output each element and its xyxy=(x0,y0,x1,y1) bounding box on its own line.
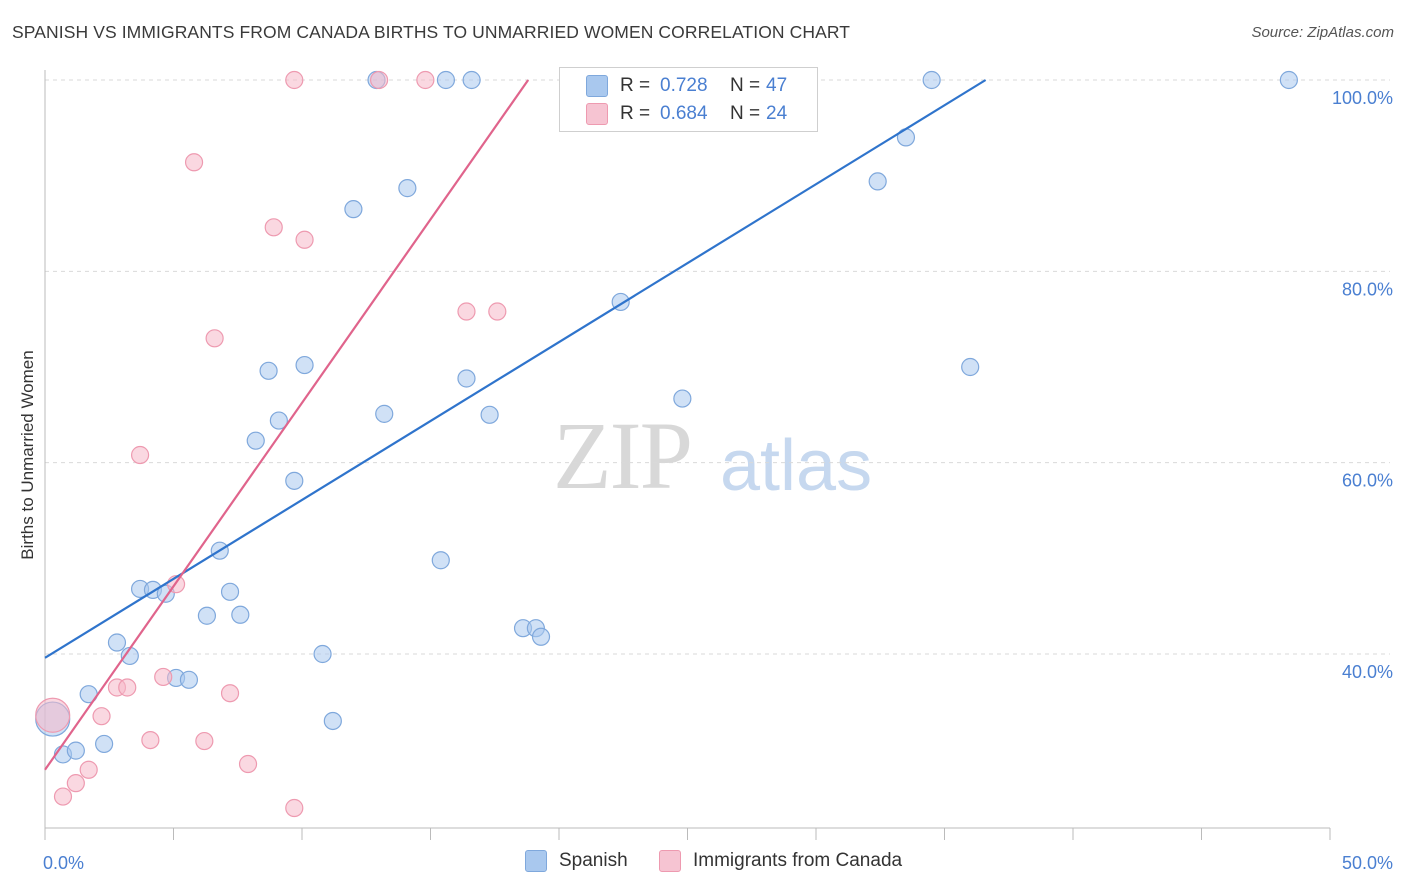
legend-n-label: N = xyxy=(730,75,761,96)
spanish-point xyxy=(398,179,417,198)
spanish-legend-icon xyxy=(525,850,547,872)
spanish-point xyxy=(673,389,692,408)
series-legend: Spanish Immigrants from Canada xyxy=(0,850,1406,880)
spanish-point xyxy=(323,711,342,731)
spanish-point xyxy=(431,551,450,570)
canada-point xyxy=(220,684,240,703)
canada-point xyxy=(488,302,507,321)
canada-point xyxy=(184,153,204,172)
legend-label-spanish: Spanish xyxy=(559,850,628,871)
legend-n-label: N = xyxy=(730,103,761,124)
spanish-point xyxy=(95,734,114,754)
spanish-point xyxy=(922,70,941,90)
canada-point xyxy=(285,70,304,90)
spanish-point xyxy=(480,405,499,424)
legend-r-value: 0.684 xyxy=(660,103,708,124)
canada-swatch-icon xyxy=(586,103,608,125)
spanish-point xyxy=(246,431,265,450)
spanish-point xyxy=(295,355,314,375)
canada-point xyxy=(205,329,224,348)
legend-n-value: 24 xyxy=(766,103,788,124)
legend-row-canada: R = 0.684 N = 24 xyxy=(586,100,788,128)
watermark-atlas: atlas xyxy=(720,426,873,506)
y-tick-label: 100.0% xyxy=(1332,88,1393,108)
spanish-point xyxy=(107,633,127,652)
canada-point xyxy=(141,730,160,750)
spanish-point xyxy=(259,361,278,380)
spanish-point xyxy=(231,605,250,624)
spanish-point xyxy=(961,357,980,377)
canada-point xyxy=(66,774,85,793)
y-tick-label: 60.0% xyxy=(1342,471,1393,491)
legend-row-spanish: R = 0.728 N = 47 xyxy=(586,72,788,100)
grid-layer xyxy=(45,79,1390,655)
canada-point-large xyxy=(35,697,71,733)
canada-point xyxy=(264,218,283,237)
spanish-point xyxy=(269,411,288,430)
legend-r-value: 0.728 xyxy=(660,75,708,96)
legend-item-canada[interactable]: Immigrants from Canada xyxy=(659,850,902,872)
legend-item-spanish[interactable]: Spanish xyxy=(525,850,628,872)
canada-trend-line xyxy=(44,79,530,771)
trend-layer xyxy=(44,79,987,771)
legend-label-canada: Immigrants from Canada xyxy=(693,850,903,871)
points-layer xyxy=(35,70,1298,818)
spanish-point xyxy=(457,369,476,388)
legend-n-value: 47 xyxy=(766,75,788,96)
canada-point xyxy=(195,731,214,751)
canada-point xyxy=(79,760,98,779)
spanish-point xyxy=(344,200,363,219)
legend-r-label: R = xyxy=(620,103,651,124)
canada-point xyxy=(370,70,389,90)
watermark-zip: ZIP xyxy=(553,402,693,509)
spanish-point xyxy=(531,627,551,646)
canada-point xyxy=(238,754,258,774)
spanish-point xyxy=(868,172,887,191)
chart-title: SPANISH VS IMMIGRANTS FROM CANADA BIRTHS… xyxy=(12,22,851,42)
canada-legend-icon xyxy=(659,850,681,872)
canada-point xyxy=(295,230,314,249)
canada-point xyxy=(92,707,111,726)
canada-point xyxy=(457,302,476,321)
spanish-trend-line xyxy=(44,79,987,659)
spanish-point xyxy=(179,670,199,689)
canada-point xyxy=(154,667,173,687)
spanish-swatch-icon xyxy=(586,75,608,97)
label-layer: 40.0% 60.0% 80.0% 100.0% 0.0% 50.0% xyxy=(43,88,1393,873)
spanish-point xyxy=(220,582,240,601)
canada-point xyxy=(130,445,150,465)
x-tick-label: 50.0% xyxy=(1342,853,1393,873)
spanish-point xyxy=(1279,70,1298,90)
canada-point xyxy=(416,70,435,90)
y-tick-label: 40.0% xyxy=(1342,662,1393,682)
spanish-point xyxy=(436,70,456,90)
canada-point xyxy=(53,787,73,806)
correlation-legend: R = 0.728 N = 47 R = 0.684 N = 24 xyxy=(559,67,818,132)
spanish-point xyxy=(285,471,304,490)
axis-layer xyxy=(44,70,1331,840)
spanish-point xyxy=(462,70,481,90)
canada-point xyxy=(285,798,304,818)
source-label: Source: ZipAtlas.com xyxy=(1251,24,1394,41)
legend-r-label: R = xyxy=(620,75,651,96)
spanish-point xyxy=(66,741,85,760)
spanish-point xyxy=(313,644,332,664)
canada-point xyxy=(118,678,137,697)
spanish-point xyxy=(197,606,217,625)
spanish-point xyxy=(375,404,394,423)
y-tick-label: 80.0% xyxy=(1342,279,1393,299)
x-tick-label: 0.0% xyxy=(43,853,84,873)
